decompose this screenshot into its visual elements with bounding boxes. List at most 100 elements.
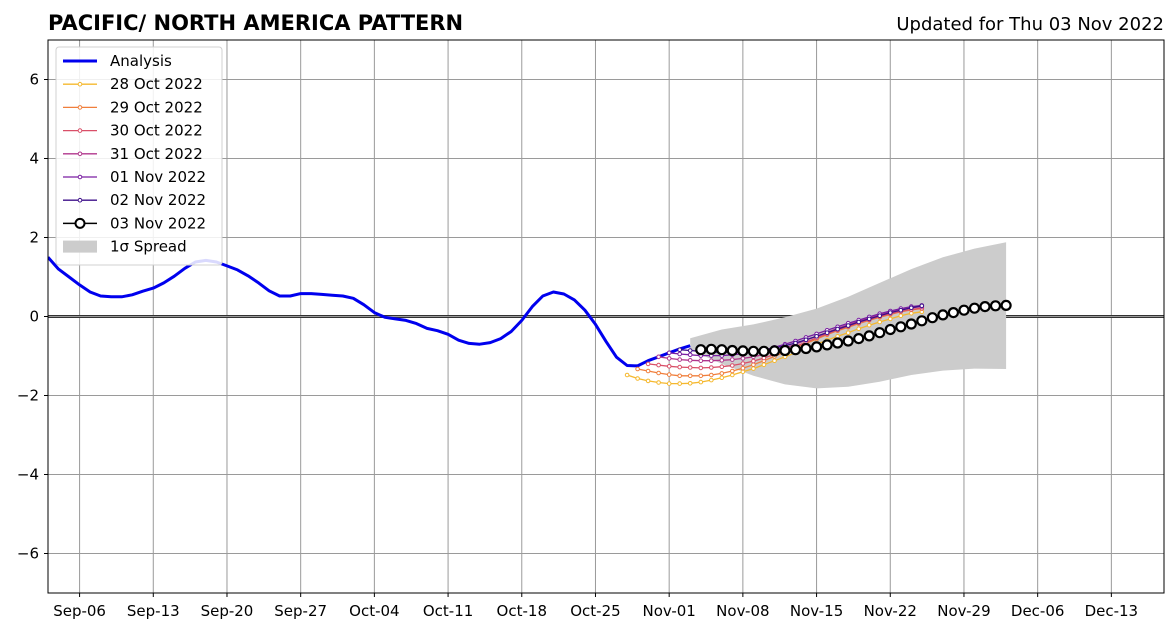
legend-label: 02 Nov 2022 <box>110 191 206 209</box>
x-tick-label: Nov-15 <box>790 602 843 620</box>
y-tick-label: 6 <box>29 71 39 89</box>
x-tick-label: Nov-29 <box>937 602 990 620</box>
forecast-point <box>909 305 914 311</box>
legend-label: 29 Oct 2022 <box>110 98 203 116</box>
y-tick-label: 4 <box>29 150 39 168</box>
series-layer <box>48 256 1012 386</box>
current-forecast-point <box>874 327 886 339</box>
current-forecast-point <box>810 341 823 353</box>
forecast-point <box>687 352 693 358</box>
forecast-point <box>845 323 851 328</box>
forecast-point <box>719 375 725 381</box>
current-forecast-point <box>905 318 917 330</box>
y-tick-label: −4 <box>17 466 39 484</box>
forecast-point <box>709 365 714 370</box>
forecast-point <box>730 372 735 378</box>
forecast-point <box>698 379 704 385</box>
current-forecast-point <box>726 344 738 357</box>
x-tick-label: Oct-18 <box>497 602 547 620</box>
current-forecast-point <box>758 345 770 357</box>
forecast-point <box>740 365 746 371</box>
forecast-point <box>645 368 651 374</box>
forecast-point <box>730 368 735 374</box>
forecast-point <box>635 366 640 372</box>
x-tick-label: Sep-06 <box>53 602 106 620</box>
current-forecast-point <box>747 345 760 357</box>
forecast-point <box>719 371 725 376</box>
current-forecast-point <box>853 333 865 345</box>
forecast-point <box>751 362 756 368</box>
current-forecast-point <box>800 342 812 355</box>
current-forecast-point <box>895 321 907 333</box>
forecast-point <box>677 351 683 357</box>
y-tick-label: 0 <box>29 308 39 326</box>
forecast-point <box>635 376 640 381</box>
legend-marker <box>77 174 83 180</box>
current-forecast-point <box>768 345 781 357</box>
legend-label: 31 Oct 2022 <box>110 145 203 163</box>
forecast-point <box>677 373 683 379</box>
x-tick-label: Dec-13 <box>1085 602 1139 620</box>
current-forecast-point <box>958 304 970 316</box>
forecast-point <box>709 377 714 383</box>
legend-marker <box>77 105 83 110</box>
x-tick-label: Sep-27 <box>274 602 327 620</box>
forecast-point <box>740 369 746 375</box>
legend-label: 30 Oct 2022 <box>110 122 203 140</box>
current-forecast-point <box>821 339 833 351</box>
forecast-point <box>709 372 714 378</box>
forecast-point <box>656 354 661 360</box>
forecast-point <box>803 337 809 343</box>
y-tick-label: 2 <box>29 229 39 247</box>
legend-marker <box>74 217 86 229</box>
forecast-point <box>898 307 904 313</box>
forecast-point <box>824 330 830 336</box>
current-forecast-point <box>937 309 949 321</box>
forecast-point <box>888 316 893 322</box>
current-forecast-point <box>705 343 717 355</box>
forecast-point <box>772 358 777 364</box>
forecast-point <box>656 370 661 376</box>
legend: Analysis 28 Oct 2022 29 Oct 2022 30 Oct 202… <box>55 46 223 266</box>
forecast-point <box>719 358 725 363</box>
forecast-point <box>877 319 883 325</box>
forecast-point <box>845 330 851 336</box>
legend-label: 1σ Spread <box>110 238 187 256</box>
forecast-point <box>730 357 735 362</box>
forecast-point <box>866 322 872 328</box>
forecast-point <box>645 378 651 384</box>
forecast-point <box>677 347 683 353</box>
x-tick-label: Dec-06 <box>1011 602 1065 620</box>
x-tick-label: Nov-22 <box>864 602 917 620</box>
current-forecast-point <box>842 335 854 347</box>
forecast-point <box>877 313 883 319</box>
forecast-point <box>866 316 872 322</box>
forecast-point <box>740 361 746 366</box>
forecast-point <box>709 358 714 364</box>
axis-ticks: Sep-06 Sep-13 Sep-20 Sep-27 Oct-04 Oct-11 Oct-… <box>17 71 1138 621</box>
forecast-point <box>835 326 840 332</box>
forecast-point <box>888 310 893 315</box>
x-tick-label: Oct-11 <box>423 602 473 620</box>
y-tick-label: −6 <box>17 545 39 563</box>
forecast-point <box>751 358 756 364</box>
current-forecast-point <box>947 307 960 319</box>
current-forecast-point <box>831 337 844 349</box>
y-tick-label: −2 <box>17 387 39 405</box>
x-tick-label: Oct-25 <box>570 602 620 620</box>
forecast-point <box>666 350 672 356</box>
forecast-point <box>719 364 725 370</box>
current-forecast-point <box>989 300 1002 312</box>
legend-label: 03 Nov 2022 <box>110 214 206 232</box>
forecast-point <box>687 358 693 363</box>
current-forecast-point <box>884 323 896 336</box>
forecast-point <box>898 313 904 319</box>
forecast-line <box>637 307 922 377</box>
forecast-point <box>656 362 661 368</box>
current-forecast-point <box>737 345 749 357</box>
current-forecast-point <box>968 302 981 314</box>
current-forecast-point <box>716 344 728 356</box>
legend-marker <box>77 197 83 203</box>
legend-marker <box>77 128 83 133</box>
